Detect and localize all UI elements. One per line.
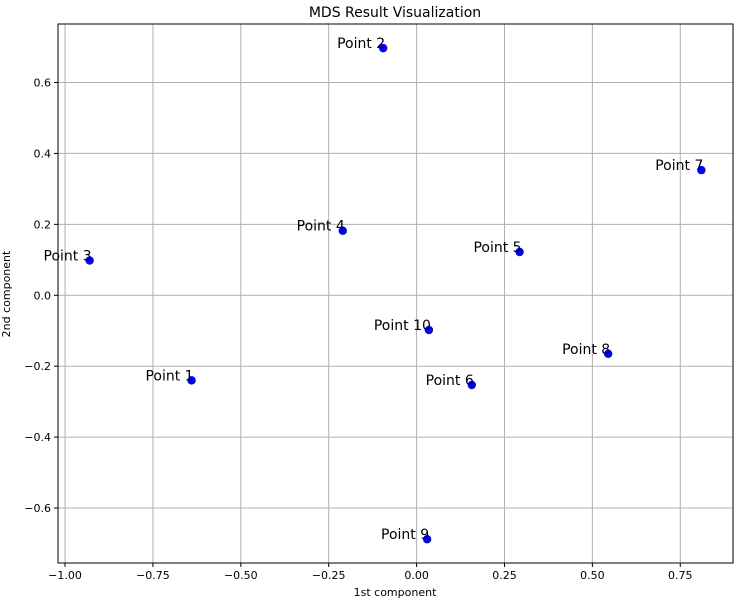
y-tick-label: −0.2 — [24, 360, 51, 373]
x-tick-label: 0.75 — [668, 569, 693, 582]
data-point — [697, 165, 706, 175]
x-tick-label: −0.25 — [312, 569, 346, 582]
data-point-label: Point 3 — [44, 249, 92, 265]
data-point-label: Point 9 — [381, 527, 429, 543]
y-tick-label: 0.0 — [34, 289, 52, 302]
data-point-label: Point 4 — [297, 219, 345, 235]
data-point-label: Point 10 — [374, 318, 431, 334]
x-tick-label: −0.50 — [224, 569, 258, 582]
x-tick-label: 0.50 — [580, 569, 605, 582]
y-tick-label: 0.6 — [34, 77, 52, 90]
data-point-label: Point 7 — [655, 158, 703, 174]
data-point — [378, 43, 388, 53]
data-point-label: Point 6 — [426, 373, 474, 389]
data-point-label: Point 5 — [473, 240, 521, 256]
x-tick-label: −0.75 — [136, 569, 170, 582]
data-point-label: Point 1 — [145, 368, 193, 384]
data-point — [515, 247, 524, 257]
plot-frame — [57, 23, 734, 564]
x-tick-label: 0.25 — [492, 569, 517, 582]
x-tick-label: −1.00 — [48, 569, 82, 582]
data-point — [424, 325, 434, 335]
y-tick-label: 0.2 — [34, 218, 52, 231]
points-layer: Point 1 Point 2 Point 3 Point 4 Point 5 Point… — [44, 36, 706, 544]
x-tick-label: 0.00 — [404, 569, 429, 582]
data-point — [603, 349, 613, 358]
data-point — [187, 376, 196, 385]
data-point-label: Point 2 — [337, 36, 385, 52]
tick-layer: −1.00 −0.75 −0.50 −0.25 0.00 0.25 0.50 0.75 −0.6… — [24, 77, 692, 582]
y-axis-label: 2nd component — [0, 250, 13, 337]
y-tick-label: −0.4 — [24, 431, 51, 444]
chart-title: MDS Result Visualization — [309, 5, 481, 21]
data-point — [338, 226, 347, 235]
data-point — [467, 380, 476, 390]
data-point-label: Point 8 — [562, 342, 610, 358]
grid-layer — [58, 24, 733, 563]
y-tick-label: −0.6 — [24, 502, 51, 515]
x-axis-label: 1st component — [354, 586, 437, 599]
y-tick-label: 0.4 — [34, 147, 52, 160]
data-point — [422, 535, 432, 544]
data-point — [85, 256, 94, 265]
